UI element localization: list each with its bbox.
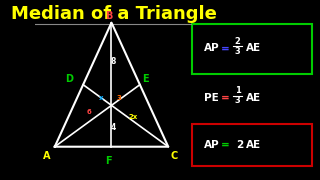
Text: 8: 8 bbox=[110, 57, 116, 66]
Text: 2: 2 bbox=[236, 140, 244, 150]
Text: PE: PE bbox=[204, 93, 219, 103]
Text: 3: 3 bbox=[116, 95, 121, 101]
Text: F: F bbox=[105, 156, 112, 166]
Text: 3: 3 bbox=[235, 47, 241, 56]
Text: D: D bbox=[65, 74, 73, 84]
Text: x: x bbox=[99, 95, 104, 101]
Text: AE: AE bbox=[246, 93, 261, 103]
Text: =: = bbox=[221, 93, 229, 103]
Text: C: C bbox=[170, 151, 178, 161]
Text: B: B bbox=[105, 11, 112, 21]
Text: 3: 3 bbox=[235, 96, 241, 105]
Text: AP: AP bbox=[204, 43, 219, 53]
Text: E: E bbox=[142, 74, 149, 84]
Text: 4: 4 bbox=[110, 123, 116, 132]
Text: Median of a Triangle: Median of a Triangle bbox=[12, 5, 217, 23]
Text: 2x: 2x bbox=[128, 114, 137, 120]
Text: 2: 2 bbox=[235, 37, 241, 46]
Text: 6: 6 bbox=[86, 109, 91, 115]
Text: AE: AE bbox=[246, 43, 261, 53]
Text: =: = bbox=[221, 140, 229, 150]
Text: AP: AP bbox=[204, 140, 219, 150]
Text: =: = bbox=[221, 43, 229, 53]
Text: A: A bbox=[43, 151, 50, 161]
Text: 1: 1 bbox=[235, 86, 241, 95]
Text: AE: AE bbox=[246, 140, 261, 150]
